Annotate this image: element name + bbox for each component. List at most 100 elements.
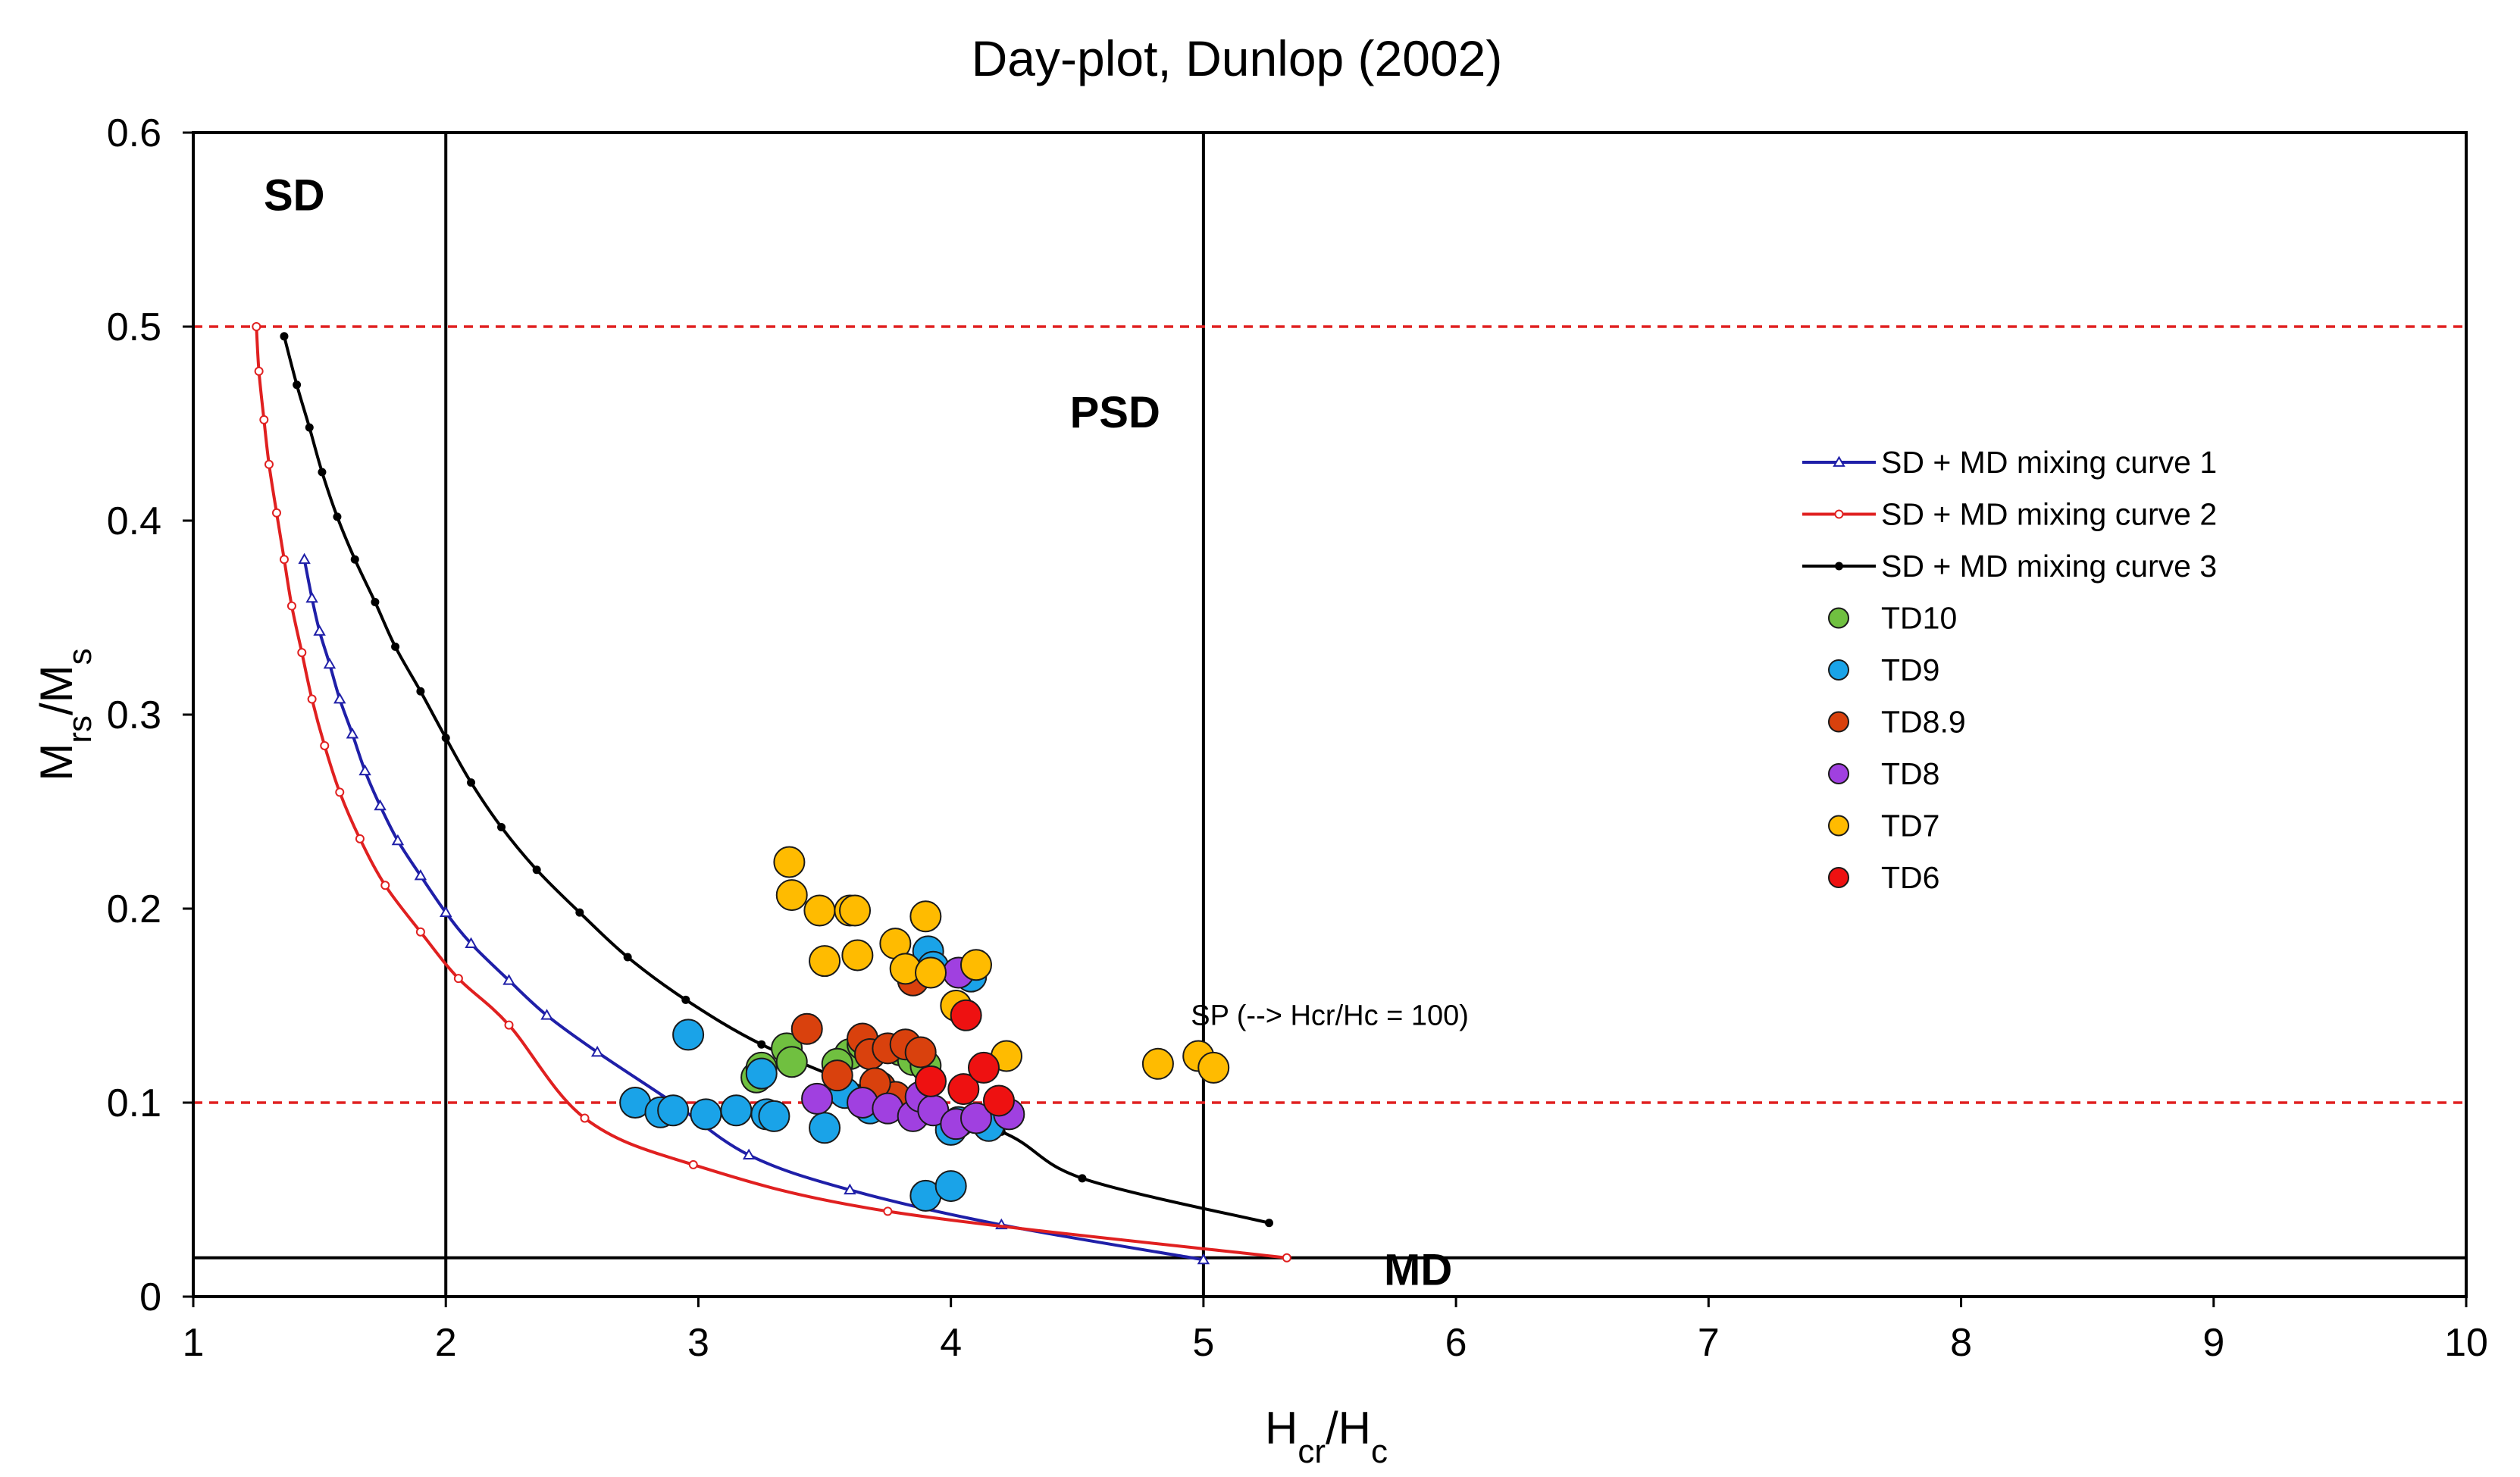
- x-tick-label: 7: [1698, 1321, 1720, 1365]
- x-tick-label: 5: [1192, 1321, 1214, 1365]
- plot-frame: [192, 131, 2468, 1298]
- curve-1-point: [313, 624, 326, 636]
- point-td7: [839, 894, 872, 927]
- y-tick-label: 0.5: [107, 305, 161, 349]
- curve-1-point: [358, 764, 371, 776]
- point-td7: [1197, 1051, 1230, 1084]
- legend-entry-td9: TD9: [1828, 652, 1939, 687]
- legend-swatch-dot: [1828, 867, 1849, 888]
- point-td7: [773, 846, 806, 878]
- point-td8-9: [904, 1036, 937, 1069]
- point-td7: [959, 949, 992, 981]
- curve-2-point: [320, 740, 330, 750]
- point-td7: [915, 956, 947, 989]
- curve-3-point: [416, 687, 425, 696]
- region-label-md: MD: [1384, 1246, 1452, 1295]
- curve-2-point: [335, 787, 345, 797]
- curve-3-point: [681, 995, 690, 1004]
- x-tick-label: 9: [2202, 1321, 2224, 1365]
- curve-3-point: [371, 598, 380, 607]
- legend-swatch-marker: [1835, 562, 1843, 571]
- curve-2-point: [259, 415, 269, 424]
- curve-2-point: [307, 694, 317, 704]
- point-td8-9: [821, 1059, 853, 1092]
- y-axis: 0 0.1 0.2 0.3 0.4 0.5 0.6: [107, 111, 193, 1319]
- point-td9: [745, 1057, 778, 1090]
- curve-1-point: [540, 1009, 553, 1020]
- curve-2-point: [415, 927, 425, 937]
- point-td8-9: [790, 1012, 823, 1045]
- curve-3-point: [623, 953, 632, 962]
- curve-1-point: [590, 1045, 604, 1057]
- curve-1-point: [742, 1148, 756, 1159]
- point-td7: [909, 900, 942, 933]
- y-tick-label: 0.1: [107, 1081, 161, 1125]
- curve-3-point: [1265, 1219, 1274, 1228]
- point-td8: [959, 1102, 992, 1134]
- curve-2-point: [355, 834, 365, 843]
- legend-swatch-dot: [1828, 815, 1849, 837]
- legend-label: SD + MD mixing curve 1: [1881, 445, 2217, 480]
- legend-entry-td7: TD7: [1828, 809, 1939, 843]
- x-tick-label: 8: [1950, 1321, 1972, 1365]
- point-td6: [915, 1065, 947, 1097]
- x-tick-label: 1: [183, 1321, 205, 1365]
- legend-entry-curve-1: SD + MD mixing curve 1: [1802, 445, 2217, 480]
- series-td6: [915, 999, 1015, 1117]
- curve-2-point: [252, 322, 261, 331]
- x-tick-label: 6: [1445, 1321, 1467, 1365]
- curve-3-point: [532, 865, 541, 875]
- x-axis: 1 2 3 4 5 6 7 8 9 10: [183, 1297, 2488, 1365]
- legend-label: SD + MD mixing curve 3: [1881, 549, 2217, 584]
- point-td7: [803, 894, 836, 927]
- point-td6: [950, 999, 982, 1031]
- curve-2-point: [688, 1159, 698, 1169]
- legend-swatch-marker: [1834, 509, 1844, 519]
- curve-3-point: [1078, 1174, 1087, 1183]
- curve-3-point: [280, 332, 289, 341]
- legend-entry-curve-3: SD + MD mixing curve 3: [1802, 549, 2217, 584]
- legend-label: TD9: [1881, 652, 1939, 687]
- y-tick-label: 0.2: [107, 887, 161, 931]
- x-tick-label: 2: [435, 1321, 457, 1365]
- curve-2-point: [453, 974, 463, 984]
- mixing-curve-1: [298, 552, 1210, 1265]
- curve-1-point: [465, 937, 477, 948]
- point-td7: [775, 879, 808, 912]
- curve-2-point: [254, 366, 264, 376]
- legend-entry-td6: TD6: [1828, 860, 1939, 895]
- legend-swatch-dot: [1828, 711, 1849, 733]
- legend-label: TD6: [1881, 860, 1939, 895]
- point-td6: [947, 1073, 980, 1106]
- x-tick-label: 3: [687, 1321, 709, 1365]
- curve-1-point: [391, 834, 405, 846]
- curve-3-point: [305, 423, 314, 432]
- point-td9: [809, 1112, 841, 1144]
- curve-1-point: [333, 693, 346, 704]
- curve-2-point: [264, 459, 274, 469]
- curve-line-3: [283, 336, 1269, 1225]
- point-td9: [657, 1094, 690, 1127]
- curve-1-point: [502, 974, 515, 985]
- region-label-sd: SD: [264, 171, 325, 220]
- legend-label: TD8.9: [1881, 705, 1966, 740]
- legend-label: TD7: [1881, 809, 1939, 843]
- curve-3-point: [391, 642, 400, 651]
- x-tick-label: 10: [2444, 1321, 2488, 1365]
- mixing-curve-2: [252, 322, 1291, 1263]
- x-tick-label: 4: [940, 1321, 962, 1365]
- curve-line-1: [302, 559, 1204, 1262]
- curve-3-point: [575, 908, 584, 917]
- curve-1-point: [298, 552, 311, 565]
- sample-points: [619, 846, 1230, 1212]
- legend-entry-td8: TD8: [1828, 756, 1939, 791]
- point-td10: [775, 1046, 808, 1078]
- y-tick-label: 0.3: [107, 693, 161, 737]
- legend-entry-td10: TD10: [1828, 601, 1957, 636]
- curve-1-point: [346, 728, 359, 739]
- y-tick-label: 0: [139, 1275, 161, 1319]
- point-td7: [809, 945, 841, 978]
- legend-swatch-marker: [1833, 455, 1845, 467]
- curve-1-point: [374, 799, 387, 811]
- curve-3-point: [333, 512, 342, 521]
